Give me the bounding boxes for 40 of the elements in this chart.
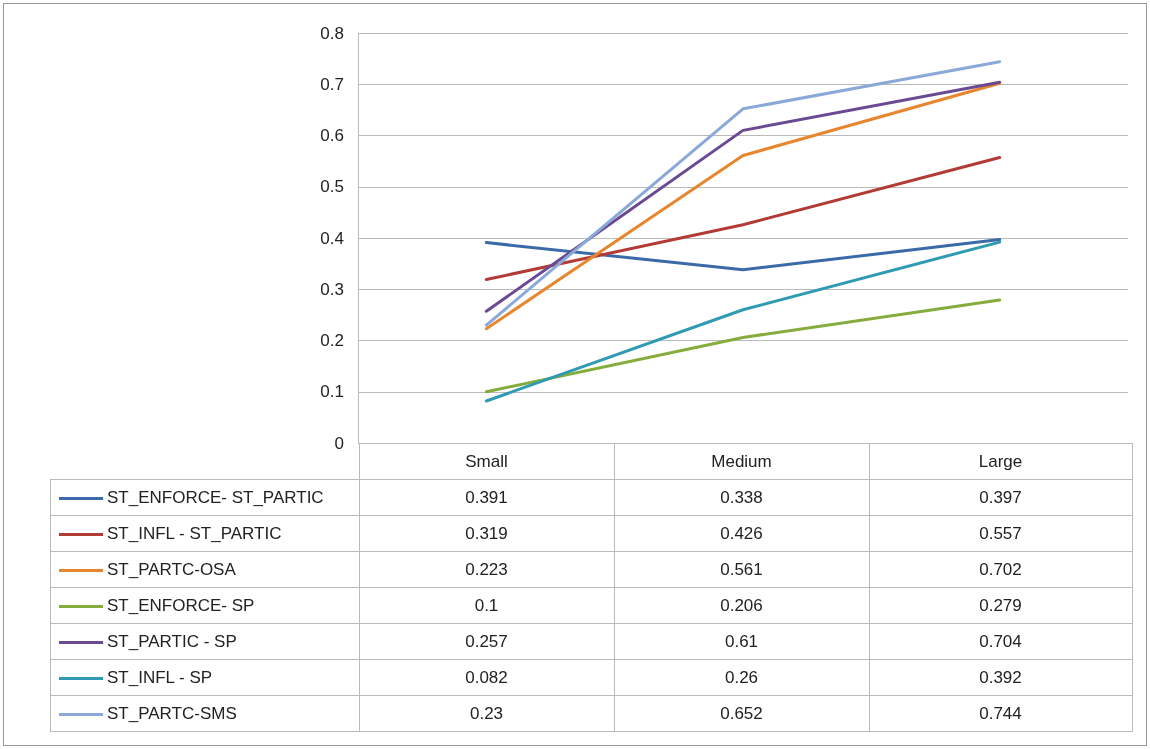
data-label: 0.704 — [869, 623, 1132, 660]
legend-label: ST_INFL - SP — [50, 659, 359, 696]
y-tick-label: 0.8 — [320, 23, 344, 43]
data-label: 0.744 — [869, 695, 1132, 732]
legend-label: ST_PARTIC - SP — [50, 623, 359, 660]
y-tick-label: 0.2 — [320, 331, 344, 350]
x-tick-label: Large — [869, 443, 1132, 480]
legend-label: ST_INFL - ST_PARTIC — [50, 515, 359, 552]
legend-label: ST_ENFORCE- ST_PARTIC — [50, 479, 359, 516]
data-label: 0.26 — [614, 659, 869, 696]
legend-label: ST_ENFORCE- SP — [50, 587, 359, 624]
data-label: 0.702 — [869, 551, 1132, 588]
data-label: 0.652 — [614, 695, 869, 732]
y-tick-label: 0.4 — [320, 228, 344, 248]
y-tick-label: 0.3 — [320, 279, 344, 299]
legend-label: ST_PARTC-OSA — [50, 551, 359, 588]
data-label: 0.206 — [614, 587, 869, 624]
data-label: 0.557 — [869, 515, 1132, 552]
legend-label: ST_PARTC-SMS — [50, 695, 359, 732]
data-label: 0.23 — [359, 695, 614, 732]
x-tick-label: Small — [359, 443, 614, 480]
data-label: 0.279 — [869, 587, 1132, 624]
data-label: 0.1 — [359, 587, 614, 624]
x-tick-label: Medium — [614, 443, 869, 480]
data-label: 0.257 — [359, 623, 614, 660]
data-label: 0.561 — [614, 551, 869, 588]
data-label: 0.61 — [614, 623, 869, 660]
y-tick-label: 0.6 — [320, 126, 344, 145]
y-tick-label: 0.7 — [320, 74, 344, 94]
y-tick-label: 0 — [334, 433, 344, 453]
data-label: 0.392 — [869, 659, 1132, 696]
y-tick-label: 0.5 — [320, 177, 344, 197]
data-label: 0.397 — [869, 479, 1132, 516]
data-label: 0.426 — [614, 515, 869, 552]
data-label: 0.319 — [359, 515, 614, 552]
data-label: 0.391 — [359, 479, 614, 516]
data-label: 0.338 — [614, 479, 869, 516]
data-label: 0.082 — [359, 659, 614, 696]
y-tick-label: 0.1 — [320, 382, 344, 402]
data-label: 0.223 — [359, 551, 614, 588]
